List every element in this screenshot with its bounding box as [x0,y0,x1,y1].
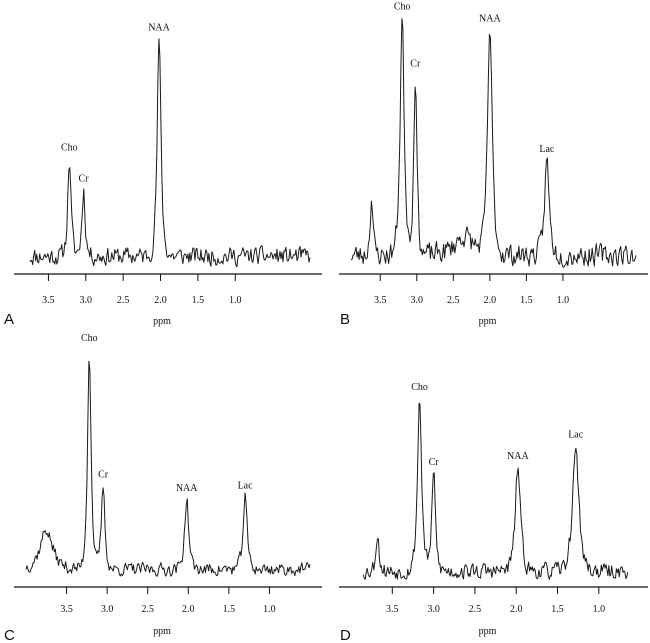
peak-label-cho: Cho [394,2,411,13]
panel-label: D [340,627,351,643]
x-tick-label: 3.5 [386,604,399,615]
x-tick-label: 2.0 [154,295,167,306]
x-tick-label: 2.0 [484,295,497,306]
panel-c: 3.5 3.0 2.5 2.0 1.5 1.0 ppm C Cho Cr NAA Lac [4,333,322,643]
spectrum-line-a [29,38,311,268]
peak-label-lac: Lac [568,429,584,440]
peak-label-cr: Cr [79,174,90,185]
panel-d: 3.5 3.0 2.5 2.0 1.5 1.0 ppm D Cho Cr NAA Lac [339,382,648,643]
spectrum-line-c [25,360,311,577]
spectrum-line-d [362,402,629,580]
x-tick-label: 2.5 [469,604,482,615]
panel-a: 3.5 3.0 2.5 2.0 1.5 1.0 ppm A Cho Cr NAA [4,22,322,328]
x-tick-label: 3.5 [60,604,73,615]
spectrum-line-b [350,18,637,268]
peak-label-cr: Cr [98,470,109,481]
x-axis-label: ppm [479,626,497,637]
peak-label-cr: Cr [410,59,421,70]
peak-label-naa: NAA [148,22,170,33]
panel-label: C [4,627,15,643]
x-axis-label: ppm [153,626,171,637]
x-tick-label: 1.0 [557,295,570,306]
x-tick-label: 2.0 [182,604,195,615]
peak-label-cho: Cho [81,333,98,344]
x-tick-label: 3.0 [427,604,440,615]
x-tick-label: 1.5 [551,604,564,615]
x-tick-label: 3.0 [411,295,424,306]
x-tick-label: 2.0 [510,604,523,615]
x-tick-label: 2.5 [447,295,460,306]
x-tick-label: 1.0 [229,295,242,306]
x-tick-label: 3.0 [80,295,93,306]
x-axis-label: ppm [479,316,497,327]
panel-label: A [4,311,14,328]
x-tick-label: 1.5 [192,295,205,306]
peak-label-naa: NAA [507,451,529,462]
peak-label-cho: Cho [411,382,428,393]
peak-label-cho: Cho [61,142,78,153]
x-tick-label: 3.5 [42,295,55,306]
peak-label-naa: NAA [176,483,198,494]
x-tick-label: 1.0 [263,604,276,615]
x-tick-label: 2.5 [141,604,154,615]
panel-label: B [340,311,350,328]
panel-b: 3.5 3.0 2.5 2.0 1.5 1.0 ppm B Cho Cr NAA Lac [339,2,648,328]
peak-label-lac: Lac [539,144,555,155]
x-tick-label: 1.5 [223,604,236,615]
peak-label-cr: Cr [429,457,440,468]
peak-label-naa: NAA [479,13,501,24]
x-tick-label: 2.5 [117,295,130,306]
x-axis-label: ppm [153,316,171,327]
x-tick-label: 1.0 [593,604,606,615]
peak-label-lac: Lac [238,481,254,492]
x-tick-label: 3.5 [374,295,387,306]
x-tick-label: 1.5 [520,295,533,306]
x-tick-label: 3.0 [101,604,114,615]
